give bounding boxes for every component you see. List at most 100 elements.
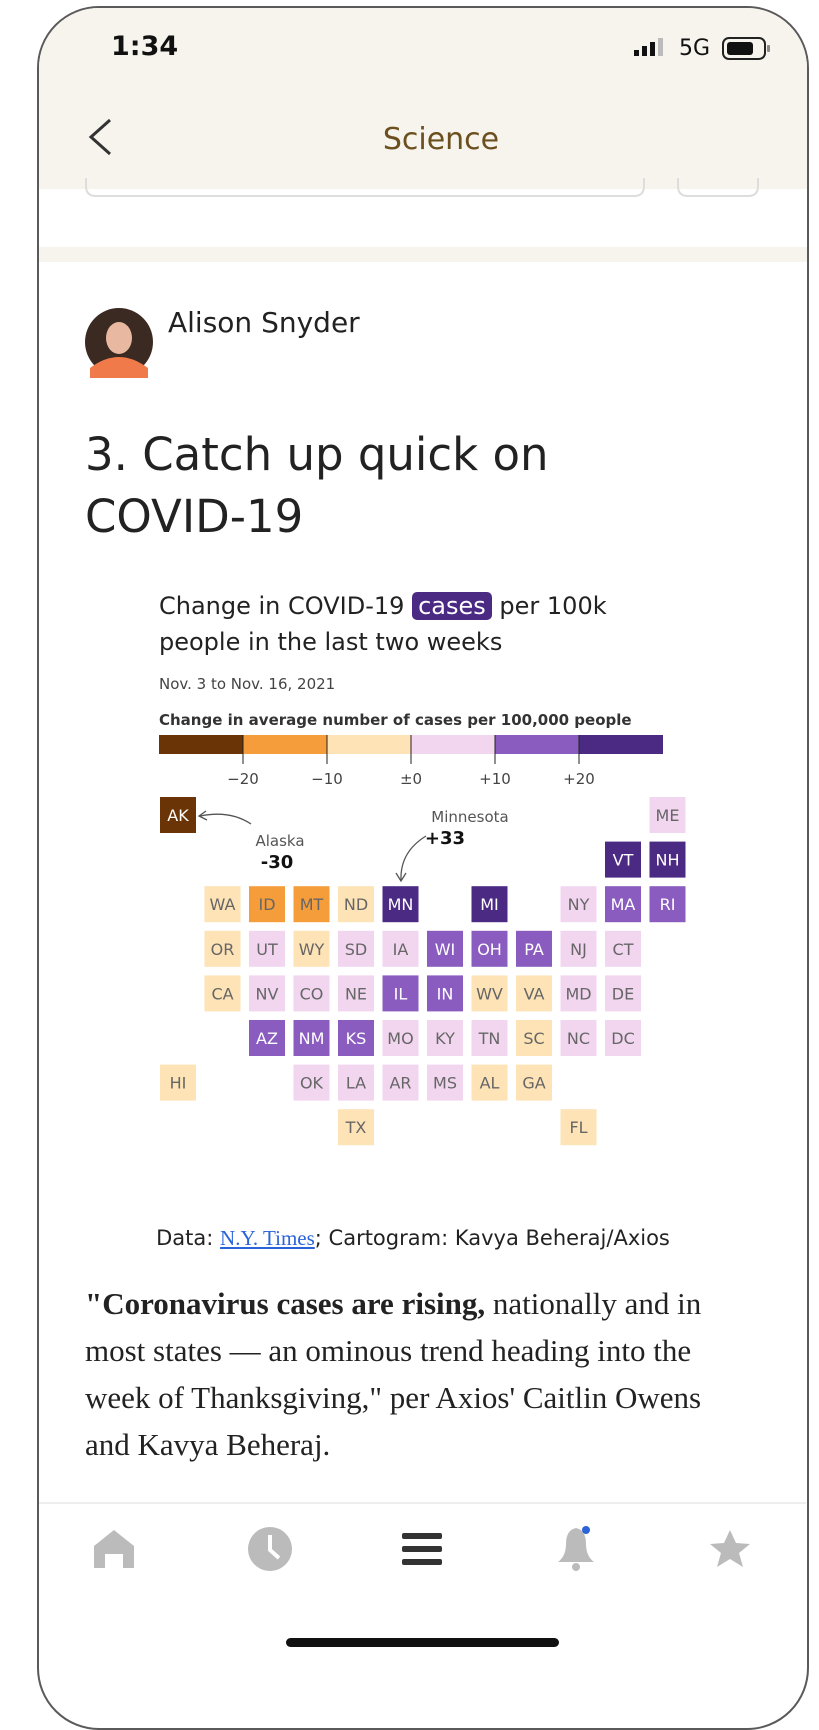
state-tile (560, 886, 597, 923)
saved-tab[interactable] (710, 1530, 750, 1567)
menu-tab[interactable] (402, 1533, 442, 1565)
state-tile (293, 1064, 330, 1101)
state-tile (471, 886, 508, 923)
state-tile (560, 930, 597, 967)
date-range: Nov. 3 to Nov. 16, 2021 (159, 675, 336, 693)
state-label: OH (477, 940, 502, 959)
signal-icon (634, 38, 663, 56)
search-box (85, 178, 645, 197)
state-tile (605, 930, 641, 967)
state-label: MS (433, 1074, 457, 1093)
annotation-label: Alaska (255, 832, 304, 850)
state-label: CT (613, 940, 634, 959)
state-tile (382, 1020, 419, 1056)
source-link[interactable]: N.Y. Times (220, 1226, 315, 1250)
state-label: UT (256, 940, 278, 959)
legend-swatch (411, 735, 495, 754)
legend-tick-label: −20 (227, 770, 259, 788)
source-prefix: Data: (156, 1226, 214, 1250)
state-label: WV (476, 984, 503, 1003)
state-tile (204, 975, 241, 1012)
state-label: SD (345, 940, 367, 959)
state-tile (338, 1020, 374, 1056)
state-tile (249, 886, 285, 923)
state-tile (560, 1109, 597, 1146)
history-tab[interactable] (248, 1527, 292, 1571)
battery-icon (722, 37, 770, 60)
state-label: MA (611, 895, 636, 914)
title-text: Change in COVID-19 (159, 592, 405, 620)
state-label: CO (300, 984, 324, 1003)
state-label: NE (345, 984, 367, 1003)
body-text: nationally and in most states — an omino… (85, 1286, 702, 1462)
legend-swatch (327, 735, 411, 754)
state-label: TN (478, 1029, 501, 1048)
home-tab[interactable] (94, 1530, 134, 1568)
legend-tick-label: −10 (311, 770, 343, 788)
back-button[interactable] (88, 118, 112, 156)
body-paragraph: "Coronavirus cases are rising, nationall… (85, 1280, 753, 1468)
state-label: CA (211, 984, 233, 1003)
state-label: MI (480, 895, 499, 914)
state-tile (382, 975, 419, 1012)
state-tile (560, 975, 597, 1012)
state-tile (516, 1064, 552, 1101)
headline: 3. Catch up quick on COVID-19 (85, 428, 549, 543)
state-tile (382, 886, 419, 923)
state-tile (649, 841, 686, 878)
state-tile (516, 930, 552, 967)
state-tile (338, 975, 374, 1012)
state-tile (249, 1020, 285, 1056)
body-bold: "Coronavirus cases are rising, (85, 1286, 486, 1321)
state-tile (427, 1020, 463, 1056)
state-label: OR (211, 940, 235, 959)
state-tile (293, 1020, 330, 1056)
state-tile (605, 975, 641, 1012)
state-label: ME (656, 806, 680, 825)
source-suffix: ; Cartogram: Kavya Beheraj/Axios (314, 1226, 670, 1250)
state-tile (471, 975, 508, 1012)
title-highlight: cases (412, 592, 492, 620)
legend-swatch (495, 735, 579, 754)
divider-band (39, 247, 807, 262)
state-tile (249, 975, 285, 1012)
state-label: MD (565, 984, 591, 1003)
state-label: DE (612, 984, 634, 1003)
legend-tick-label: +20 (563, 770, 595, 788)
state-label: DC (611, 1029, 635, 1048)
state-tile (471, 1020, 508, 1056)
status-time: 1:34 (111, 31, 179, 62)
state-label: KY (435, 1029, 455, 1048)
state-label: NM (299, 1029, 325, 1048)
state-tile (427, 975, 463, 1012)
state-tile (204, 886, 241, 923)
state-label: WI (435, 940, 456, 959)
state-tile (605, 1020, 641, 1056)
legend-swatch (243, 735, 327, 754)
filter-box (677, 178, 759, 197)
state-label: GA (522, 1074, 545, 1093)
state-tile (338, 886, 374, 923)
state-tile (204, 930, 241, 967)
state-label: MN (388, 895, 414, 914)
author-avatar (85, 308, 153, 378)
legend-swatch (579, 735, 663, 754)
state-label: NJ (570, 940, 587, 959)
state-tile (427, 930, 463, 967)
header (39, 8, 807, 189)
state-label: WY (299, 940, 325, 959)
state-label: AK (167, 806, 189, 825)
notifications-tab[interactable] (558, 1526, 594, 1571)
author-name[interactable]: Alison Snyder (168, 306, 360, 339)
state-label: NV (256, 984, 279, 1003)
state-label: ID (258, 895, 275, 914)
state-label: IL (394, 984, 408, 1003)
state-label: FL (569, 1118, 587, 1137)
minnesota-arrowhead (395, 872, 407, 883)
legend-swatch (159, 735, 243, 754)
state-label: LA (346, 1074, 366, 1093)
annotation-value: +33 (425, 828, 465, 849)
state-label: NH (656, 851, 680, 870)
state-label: NC (567, 1029, 590, 1048)
state-tile (293, 886, 330, 923)
